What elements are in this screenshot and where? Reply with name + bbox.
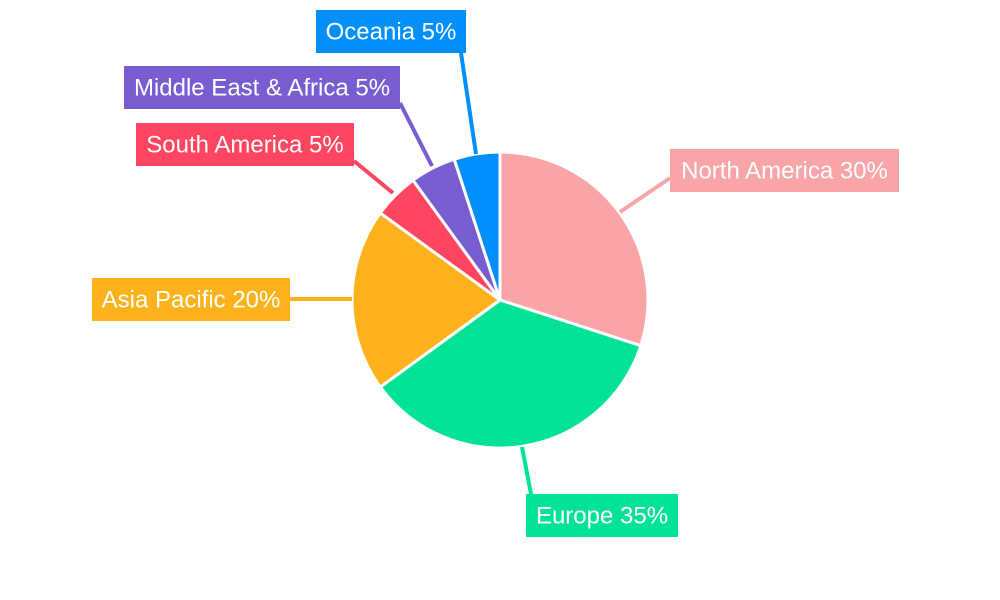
label-text-middle-east-and-africa: Middle East & Africa 5% [134,75,390,102]
slice-labels: North America 30% Europe 35% Asia Pacific … [92,10,899,537]
pie-slice-north-america [498,150,650,348]
pie-slices [350,150,650,450]
slice-label-south-america: South America 5% [136,123,354,166]
leader-lines [290,52,672,495]
label-box-oceania [316,10,466,53]
label-box-asia-pacific [92,278,290,321]
pie-slice-europe [378,298,643,450]
label-box-north-america [670,149,899,192]
slice-label-asia-pacific: Asia Pacific 20% [92,278,290,321]
slice-label-north-america: North America 30% [670,149,899,192]
label-text-south-america: South America 5% [146,132,343,159]
slice-label-europe: Europe 35% [526,494,678,537]
label-text-asia-pacific: Asia Pacific 20% [102,287,281,314]
leader-line-north-america [618,176,672,214]
label-box-middle-east-and-africa [124,66,400,109]
slice-label-middle-east-and-africa: Middle East & Africa 5% [124,66,400,109]
leader-line-middle-east-and-africa [398,102,434,167]
label-text-oceania: Oceania 5% [326,19,457,46]
label-text-north-america: North America 30% [681,158,888,185]
leader-line-europe [520,446,533,495]
label-box-south-america [136,123,354,166]
pie-slice-asia-pacific [350,211,502,389]
label-box-europe [526,494,678,537]
pie-slice-oceania [452,150,502,302]
label-text-europe: Europe 35% [536,503,668,530]
leader-line-oceania [459,52,478,155]
leader-line-south-america [352,159,395,195]
slice-label-oceania: Oceania 5% [316,10,466,53]
